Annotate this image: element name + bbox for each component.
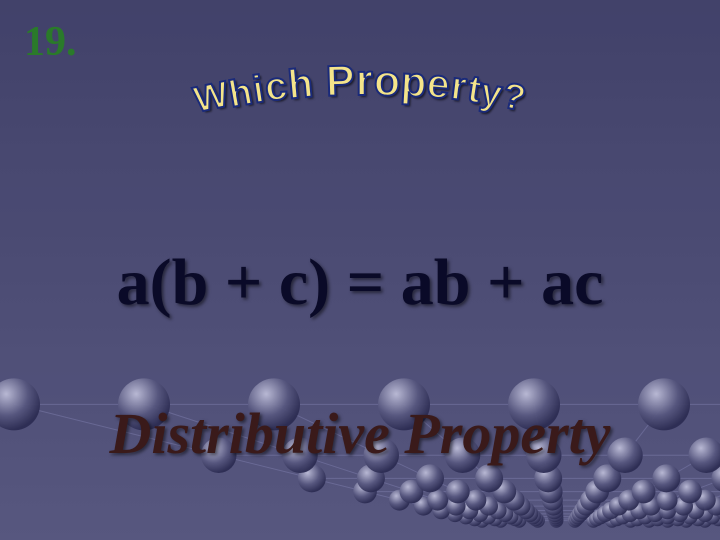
equation-text: a(b + c) = ab + ac <box>0 245 720 321</box>
answer-text: Distributive Property <box>0 400 720 467</box>
slide-number: 19. <box>24 18 77 66</box>
slide-content: 19. Which Property? a(b + c) = ab + ac D… <box>0 0 720 540</box>
heading: Which Property? <box>0 70 720 120</box>
slide: 19. Which Property? a(b + c) = ab + ac D… <box>0 0 720 540</box>
